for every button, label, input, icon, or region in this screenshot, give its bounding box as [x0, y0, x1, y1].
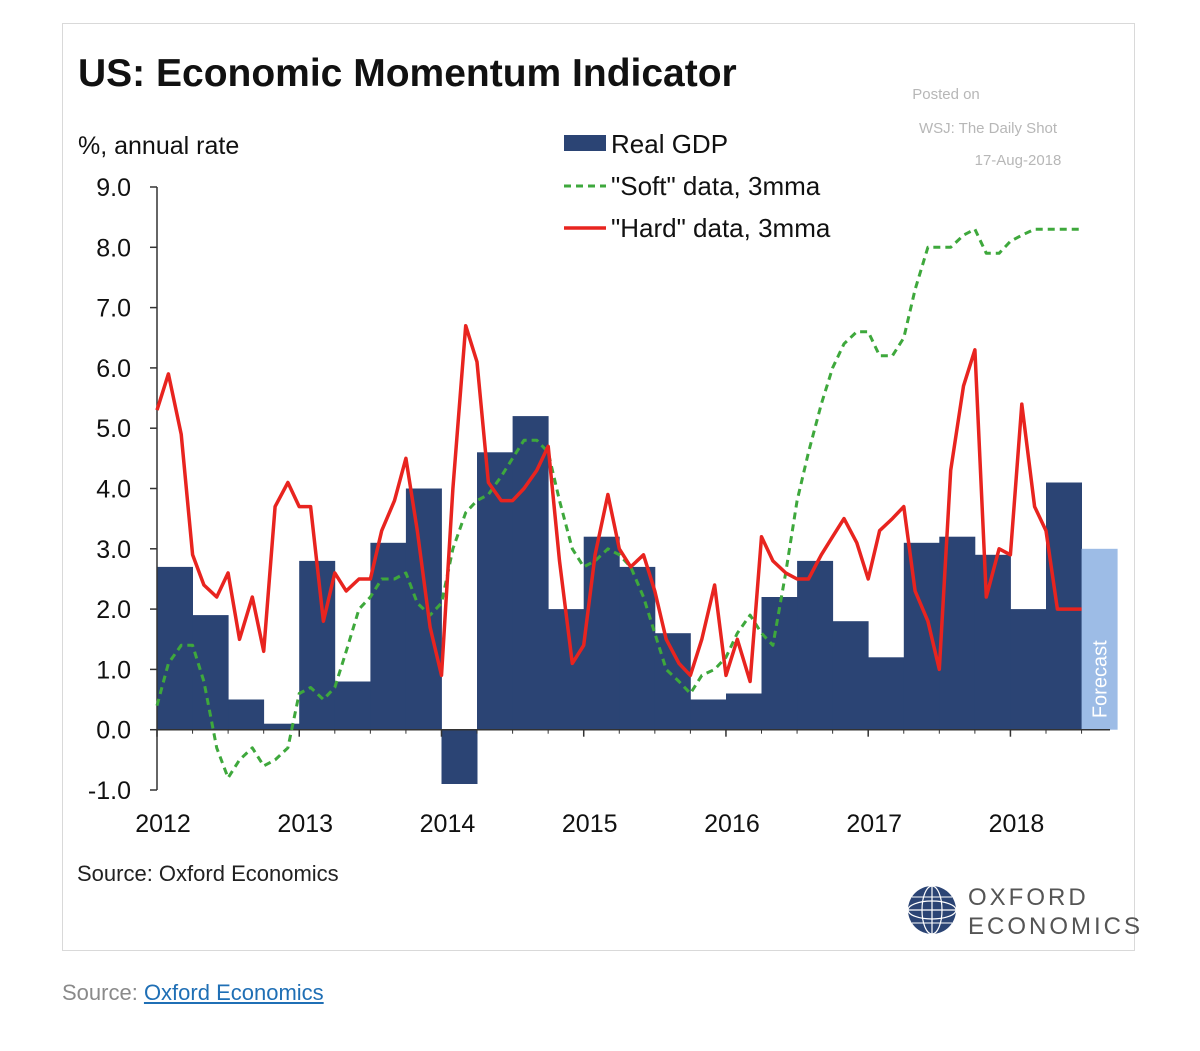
gdp-bar — [903, 542, 940, 730]
x-tick-label: 2012 — [135, 810, 191, 838]
gdp-bar — [370, 542, 407, 730]
gdp-bar — [832, 621, 869, 730]
gdp-bar — [619, 566, 656, 730]
forecast-label: Forecast — [1089, 640, 1111, 718]
page-source-line: Source: Oxford Economics — [62, 980, 324, 1006]
chart-card — [62, 23, 1135, 951]
gdp-bar — [405, 488, 442, 730]
gdp-bar — [157, 566, 193, 730]
gdp-bar — [1046, 482, 1082, 730]
brand-line1: OXFORD — [968, 884, 1089, 911]
gdp-bar — [797, 560, 834, 730]
chart-title: US: Economic Momentum Indicator — [78, 52, 737, 95]
gdp-forecast-bar — [1081, 548, 1118, 730]
y-tick-label: 5.0 — [96, 415, 131, 443]
gdp-bar — [263, 723, 300, 730]
x-tick-label: 2013 — [277, 810, 333, 838]
y-tick-label: 7.0 — [96, 295, 131, 323]
oxford-economics-logo: OXFORD ECONOMICS — [907, 884, 1143, 940]
gdp-bar — [868, 657, 905, 730]
y-axis-label: %, annual rate — [78, 132, 239, 160]
gdp-bar — [441, 729, 478, 784]
legend-label-gdp: Real GDP — [611, 129, 728, 159]
gdp-bar — [334, 681, 371, 730]
brand-line2: ECONOMICS — [968, 913, 1143, 940]
x-tick-label: 2014 — [420, 810, 476, 838]
legend-label-hard: "Hard" data, 3mma — [611, 213, 831, 243]
legend-label-soft: "Soft" data, 3mma — [611, 171, 821, 201]
y-tick-label: 6.0 — [96, 355, 131, 383]
gdp-bars — [157, 416, 1118, 784]
y-tick-label: -1.0 — [88, 777, 131, 805]
gdp-bar — [583, 536, 620, 730]
gdp-bar — [726, 693, 762, 730]
gdp-bar — [512, 416, 549, 730]
y-tick-label: 8.0 — [96, 234, 131, 262]
gdp-bar — [974, 554, 1011, 730]
x-tick-label: 2015 — [562, 810, 618, 838]
x-tick-label: 2018 — [989, 810, 1045, 838]
y-tick-label: 9.0 — [96, 174, 131, 202]
gdp-bar — [299, 560, 336, 730]
gdp-bar — [228, 699, 265, 730]
y-tick-label: 4.0 — [96, 476, 131, 504]
soft-data-line — [155, 227, 1082, 780]
gdp-bar — [761, 597, 798, 730]
x-tick-label: 2017 — [846, 810, 902, 838]
y-tick-label: 0.0 — [96, 717, 131, 745]
gdp-bar — [1010, 609, 1047, 730]
y-tick-label: 3.0 — [96, 536, 131, 564]
posted-on-line3: 17-Aug-2018 — [975, 152, 1062, 169]
globe-icon — [907, 885, 957, 935]
gdp-bar — [548, 609, 585, 730]
posted-on-line1: Posted on — [912, 86, 980, 103]
chart-source: Source: Oxford Economics — [77, 861, 339, 886]
y-tick-label: 1.0 — [96, 656, 131, 684]
indicator-lines — [155, 227, 1082, 780]
source-link[interactable]: Oxford Economics — [143, 980, 324, 1005]
legend-swatch-gdp — [564, 135, 606, 151]
y-tick-label: 2.0 — [96, 596, 131, 624]
posted-on-line2: WSJ: The Daily Shot — [919, 120, 1058, 137]
page-source-prefix: Source: — [62, 980, 144, 1005]
gdp-bar — [690, 699, 727, 730]
hard-data-line — [155, 323, 1082, 684]
legend: Real GDP "Soft" data, 3mma "Hard" data, … — [564, 129, 831, 243]
x-tick-label: 2016 — [704, 810, 760, 838]
